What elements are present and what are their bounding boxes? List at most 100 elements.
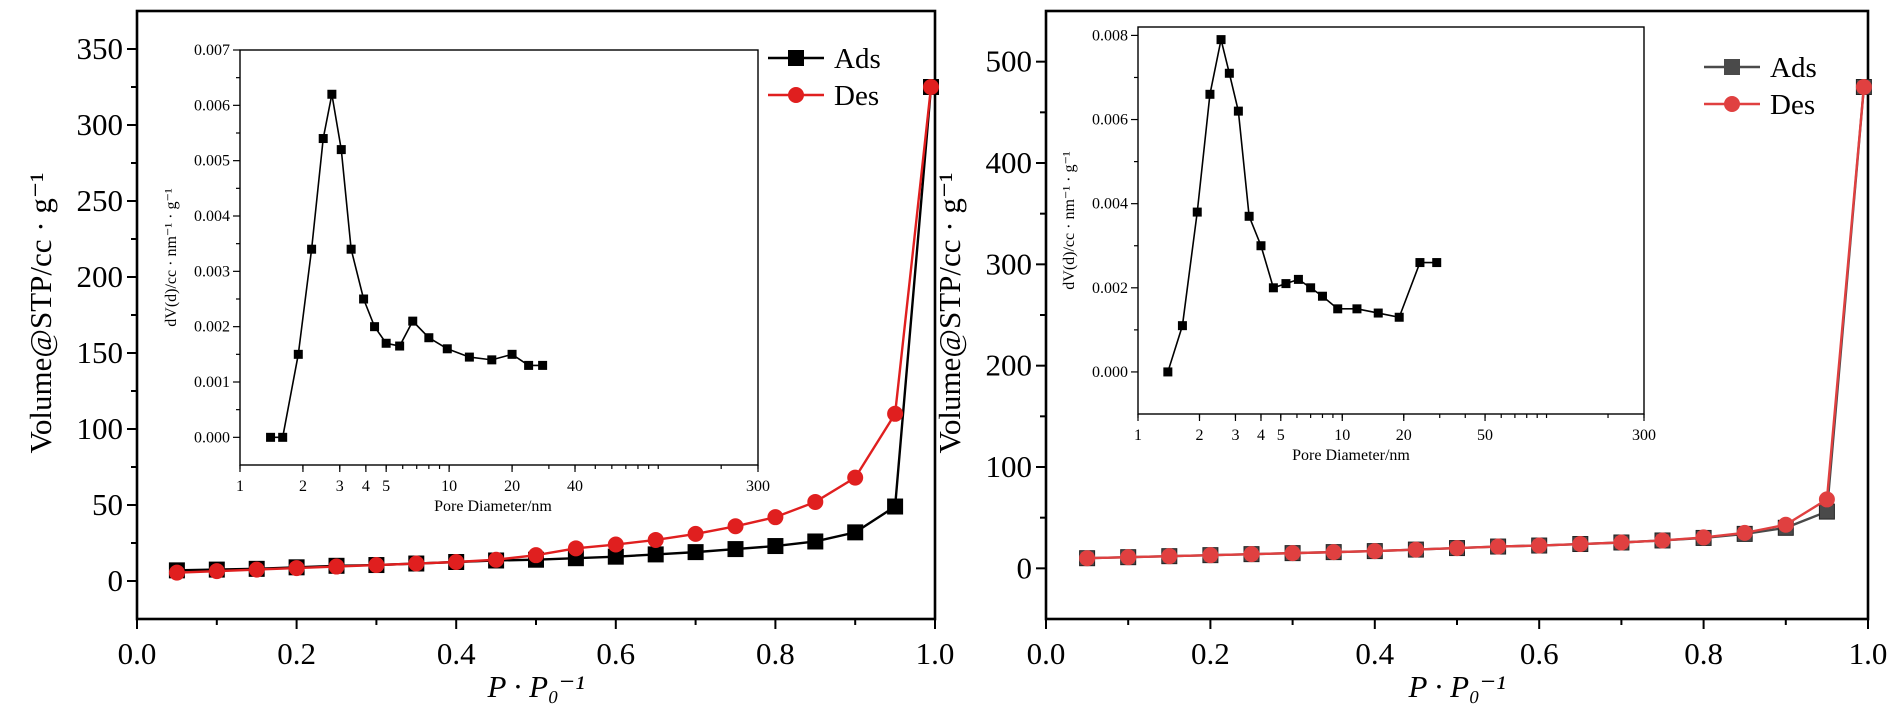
series-des xyxy=(1079,79,1872,567)
inset-data-point xyxy=(1333,304,1343,314)
data-point xyxy=(1531,537,1548,554)
inset-x-tick-label: 5 xyxy=(1277,427,1285,444)
inset-data-point xyxy=(359,294,369,304)
inset-data-point xyxy=(464,352,474,362)
data-point xyxy=(1736,524,1753,541)
inset-y-tick-label: 0.006 xyxy=(194,97,230,114)
data-point xyxy=(727,518,744,535)
inset-x-tick-label: 10 xyxy=(1334,427,1350,444)
inset-x-tick-label: 3 xyxy=(1231,427,1239,444)
chart-panel-0: 0.0 0.2 0.4 0.6 0.8 1.0 0 50 100 150 200 250 300 350 P… xyxy=(23,9,954,704)
inset-y-tick-label: 0.004 xyxy=(1092,196,1128,213)
inset-data-point xyxy=(1205,89,1215,99)
inset-x-tick-label: 40 xyxy=(567,478,583,495)
inset-y-tick-label: 0.002 xyxy=(194,319,230,336)
legend-marker xyxy=(1724,96,1740,112)
inset-x-tick-label: 1 xyxy=(1134,427,1142,444)
data-point xyxy=(368,557,385,574)
legend-label: Des xyxy=(1770,89,1815,121)
data-point xyxy=(1855,79,1872,95)
data-point xyxy=(647,546,664,563)
inset-data-point xyxy=(1244,211,1254,221)
inset-y-tick-label: 0.002 xyxy=(1092,280,1128,297)
x-tick-label: 1.0 xyxy=(1849,636,1888,671)
inset-y-tick-label: 0.005 xyxy=(194,153,230,170)
inset-data-point xyxy=(307,244,317,254)
inset-data-point xyxy=(1281,279,1291,289)
inset-data-point xyxy=(1352,304,1362,314)
legend-label: Ads xyxy=(1770,52,1817,84)
inset-data-point xyxy=(346,244,356,254)
inset-data-point xyxy=(507,349,517,359)
data-point xyxy=(807,493,824,510)
y-tick-label: 50 xyxy=(92,487,123,522)
legend-marker xyxy=(788,50,804,66)
legend-label: Des xyxy=(834,80,879,112)
x-tick-label: 0.6 xyxy=(1520,636,1559,671)
y-tick-label: 150 xyxy=(77,335,124,370)
x-tick-label: 0.8 xyxy=(756,636,795,671)
data-point xyxy=(168,564,185,581)
inset-chart: 1 2 3 4 5 10 20 50 300 0.000 0.002 0.004 0.006 0.008 P… xyxy=(1061,26,1656,464)
inset-data-point xyxy=(538,360,548,370)
inset-x-axis-label: Pore Diameter/nm xyxy=(1292,447,1410,464)
chart-panel-1: 0.0 0.2 0.4 0.6 0.8 1.0 0 100 200 300 400 500 P · P₀… xyxy=(932,9,1888,704)
data-point xyxy=(1777,516,1794,533)
inset-data-point xyxy=(327,89,337,99)
inset-y-tick-label: 0.000 xyxy=(194,429,230,446)
inset-data-point xyxy=(266,432,276,442)
inset-y-tick-label: 0.001 xyxy=(194,374,230,391)
data-point xyxy=(408,555,425,572)
y-tick-label: 100 xyxy=(986,449,1033,484)
y-axis-label: Volume@STP/cc · g⁻¹ xyxy=(932,173,967,454)
data-point xyxy=(1202,547,1219,564)
x-tick-label: 0.6 xyxy=(596,636,635,671)
y-tick-label: 400 xyxy=(986,145,1033,180)
inset-x-tick-label: 10 xyxy=(441,478,457,495)
data-point xyxy=(1490,538,1507,555)
y-tick-label: 500 xyxy=(986,44,1033,79)
inset-data-point xyxy=(1224,68,1234,78)
x-tick-label: 0.2 xyxy=(277,636,316,671)
y-tick-label: 350 xyxy=(77,31,124,66)
data-point xyxy=(1818,491,1835,508)
legend: Ads Des xyxy=(768,43,881,112)
data-point xyxy=(887,405,904,422)
data-point xyxy=(1407,541,1424,558)
y-tick-label: 300 xyxy=(986,246,1033,281)
x-tick-label: 0.8 xyxy=(1684,636,1723,671)
inset-data-point xyxy=(1317,291,1327,301)
data-point xyxy=(1243,546,1260,563)
data-point xyxy=(288,560,305,577)
x-tick-label: 0.4 xyxy=(437,636,476,671)
inset-data-point xyxy=(1216,35,1226,45)
inset-frame xyxy=(239,49,759,466)
inset-x-tick-label: 50 xyxy=(1477,427,1493,444)
data-point xyxy=(448,554,465,570)
inset-y-axis-label: dV(d)/cc · nm⁻¹ · g⁻¹ xyxy=(163,188,180,327)
inset-x-tick-label: 20 xyxy=(504,478,520,495)
y-tick-label: 100 xyxy=(77,411,124,446)
inset-data-point xyxy=(1256,241,1266,251)
inset-x-tick-label: 4 xyxy=(362,478,370,495)
inset-y-tick-label: 0.006 xyxy=(1092,112,1128,129)
inset-x-tick-label: 300 xyxy=(1632,427,1656,444)
data-point xyxy=(687,544,704,561)
y-axis-label: Volume@STP/cc · g⁻¹ xyxy=(23,173,58,454)
inset-frame xyxy=(1137,26,1645,415)
inset-series xyxy=(1163,35,1442,377)
inset-data-point xyxy=(293,349,303,359)
inset-data-point xyxy=(1415,258,1425,268)
inset-data-point xyxy=(370,322,380,332)
inset-data-point xyxy=(381,338,391,348)
legend-label: Ads xyxy=(834,43,881,75)
inset-data-point xyxy=(318,134,328,144)
data-point xyxy=(727,541,744,558)
data-point xyxy=(847,469,864,486)
inset-data-point xyxy=(1373,308,1383,318)
data-point xyxy=(1284,545,1301,562)
inset-y-tick-label: 0.000 xyxy=(1092,364,1128,381)
inset-x-axis-label: Pore Diameter/nm xyxy=(434,498,552,515)
inset-data-point xyxy=(1192,207,1202,217)
